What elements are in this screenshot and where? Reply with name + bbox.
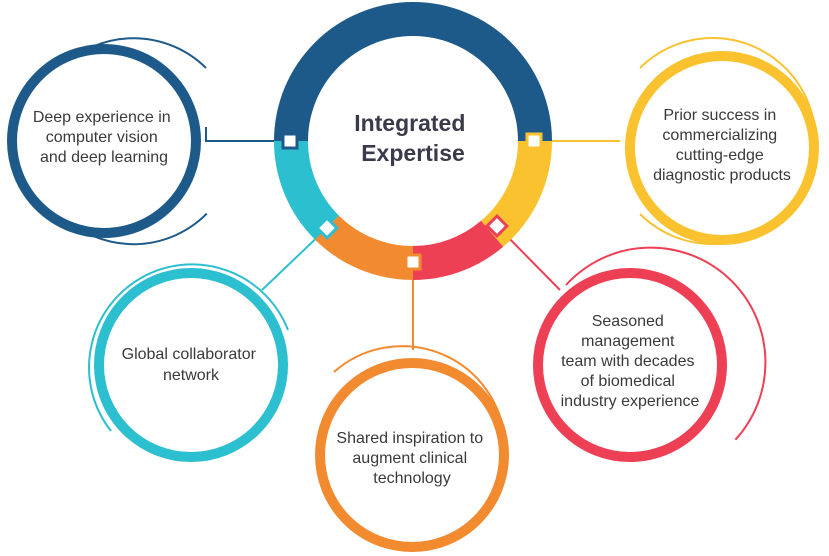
node-label-clinical-technology: Shared inspiration to augment clinical t… [336, 430, 487, 487]
node-circle-computer-vision [7, 44, 201, 238]
node-label-line: management [581, 333, 675, 350]
node-label-line: industry experience [561, 393, 700, 410]
ring-segment-orange [315, 215, 413, 280]
node-management-team: Seasoned management team with decades of… [533, 246, 767, 462]
marker-management-team [484, 213, 510, 239]
marker-collaborator-network [314, 215, 340, 241]
node-label-diagnostic-products: Prior success in commercializing cutting… [653, 107, 791, 184]
node-circle-clinical-technology [315, 358, 509, 552]
marker-clinical-technology [404, 253, 422, 271]
node-label-line: technology [373, 470, 450, 487]
node-label-line: Shared inspiration to [336, 430, 483, 447]
node-label-line: augment clinical [352, 450, 467, 467]
node-label-line: of biomedical [581, 373, 675, 390]
ring-segment-teal [274, 141, 339, 240]
node-circle-collaborator-network [94, 268, 288, 462]
node-label-management-team: Seasoned management team with decades of… [561, 313, 700, 410]
node-label-line: Prior success in [663, 107, 776, 124]
node-label-computer-vision: Deep experience in computer vision and d… [33, 109, 175, 166]
node-label-line: cutting-edge [676, 147, 764, 164]
node-label-line: Global collaborator [122, 346, 257, 363]
ring-segment-red [413, 220, 504, 280]
marker-diagnostic-products [525, 132, 543, 150]
node-circle-diagnostic-products [625, 51, 819, 245]
ring-markers [281, 132, 543, 271]
outer-arc-collaborator-network [88, 263, 289, 432]
center-title: Integrated Expertise [354, 110, 472, 166]
connector-computer-vision [205, 127, 290, 142]
center-title-line: Expertise [361, 140, 465, 166]
node-label-collaborator-network: Global collaborator network [122, 346, 261, 384]
node-diagnostic-products: Prior success in commercializing cutting… [625, 37, 819, 245]
marker-computer-vision [281, 132, 299, 150]
node-label-line: Deep experience in [33, 109, 171, 126]
node-clinical-technology: Shared inspiration to augment clinical t… [315, 345, 509, 552]
ring-segment-blue [274, 2, 552, 141]
node-circle-management-team [533, 268, 727, 462]
node-label-line: diagnostic products [653, 167, 791, 184]
node-label-line: and deep learning [40, 149, 168, 166]
node-label-line: computer vision [46, 129, 158, 146]
node-label-line: Seasoned [592, 313, 664, 330]
node-label-line: network [163, 367, 220, 384]
node-computer-vision: Deep experience in computer vision and d… [7, 37, 208, 246]
node-label-line: commercializing [662, 127, 777, 144]
node-label-line: team with decades [561, 353, 694, 370]
outer-arc-management-team [565, 246, 767, 441]
center-title-line: Integrated [354, 110, 465, 136]
node-collaborator-network: Global collaborator network [88, 263, 289, 462]
